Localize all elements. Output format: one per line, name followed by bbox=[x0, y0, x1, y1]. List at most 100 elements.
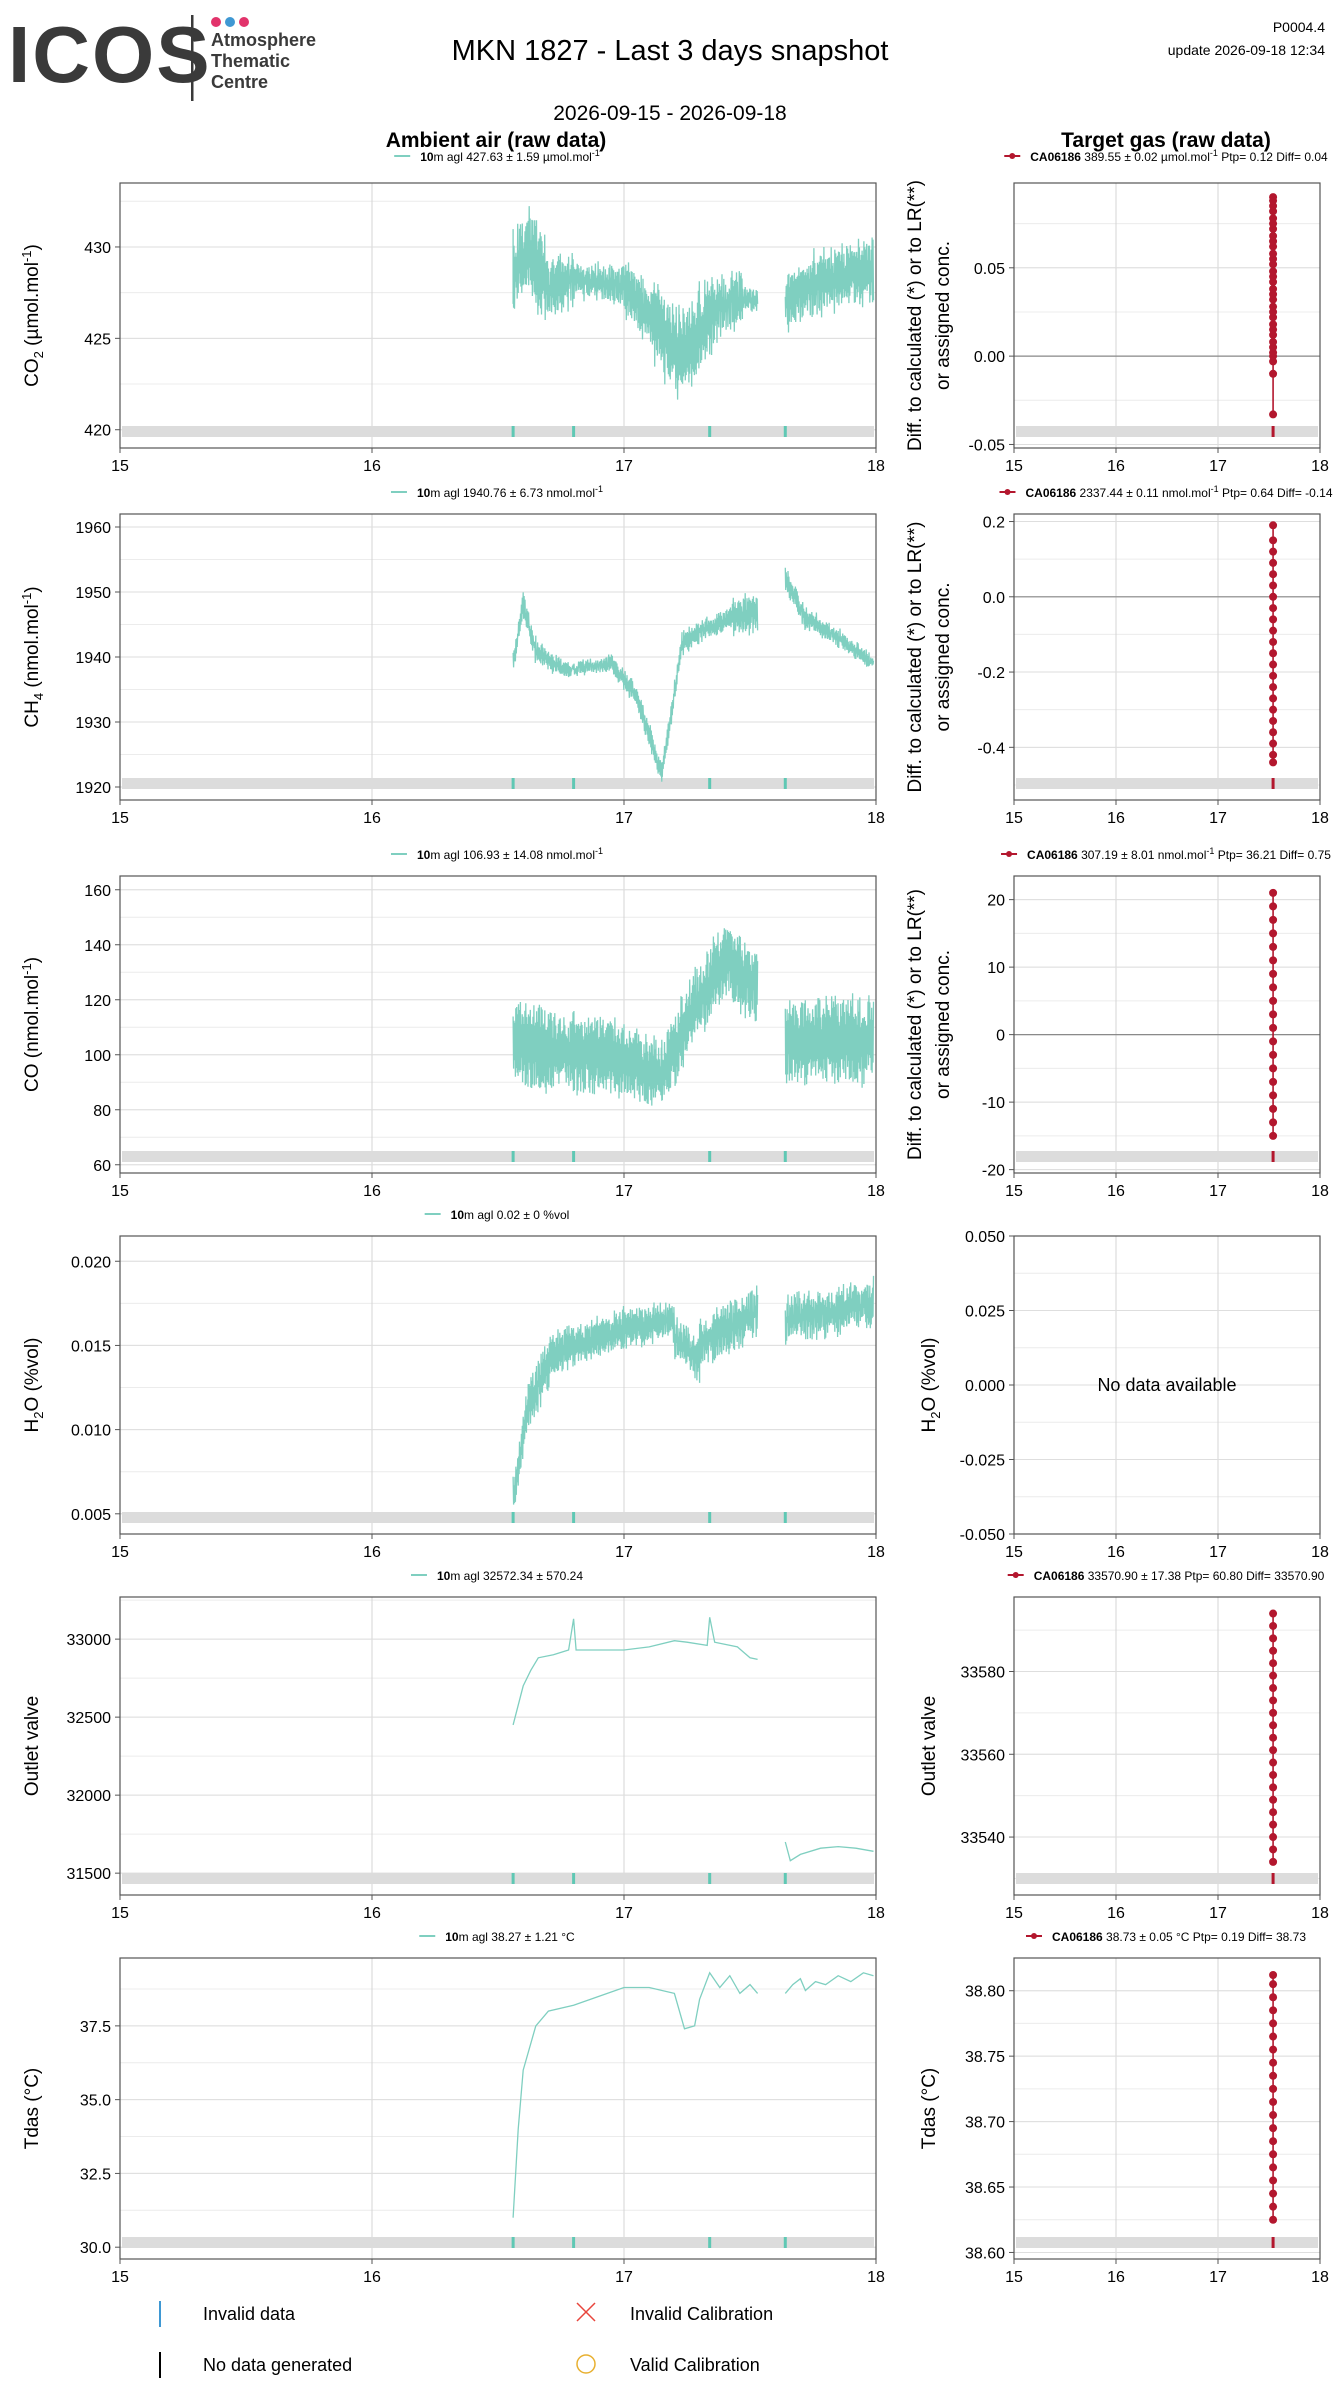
co2-target-point bbox=[1269, 338, 1278, 346]
outlet-target-point bbox=[1269, 1721, 1278, 1730]
y-tick-label: 0.005 bbox=[71, 1507, 111, 1524]
x-tick-label: 18 bbox=[1311, 1183, 1329, 1200]
ch4-target-legend: CA06186 2337.44 ± 0.11 nmol.mol-1 Ptp= 0… bbox=[999, 484, 1333, 500]
y-tick-label: -20 bbox=[982, 1163, 1005, 1180]
tdas-target-point bbox=[1269, 1971, 1278, 1980]
y-tick-label: 430 bbox=[84, 240, 111, 257]
tdas-target-point bbox=[1269, 2019, 1278, 2028]
co2-target-point bbox=[1269, 249, 1278, 258]
co-target-point bbox=[1269, 1131, 1278, 1140]
ch4-target-point bbox=[1269, 705, 1278, 714]
legend-swatch-dot bbox=[1030, 1933, 1037, 1939]
y-tick-label: 32500 bbox=[67, 1710, 112, 1727]
ch4-target-point bbox=[1269, 694, 1278, 703]
tdas-target-point bbox=[1269, 2202, 1278, 2211]
x-tick-label: 15 bbox=[111, 1544, 129, 1561]
y-tick-label: 32.5 bbox=[80, 2166, 111, 2183]
x-tick-label: 15 bbox=[1005, 1544, 1023, 1561]
x-tick-label: 17 bbox=[1209, 458, 1227, 475]
plot-frame bbox=[1013, 875, 1321, 1174]
ch4-target-point bbox=[1269, 637, 1278, 646]
x-tick-label: 15 bbox=[1005, 1905, 1023, 1922]
x-tick-label: 18 bbox=[867, 810, 885, 827]
x-tick-label: 18 bbox=[1311, 1544, 1329, 1561]
tdas-target-legend: CA06186 38.73 ± 0.05 °C Ptp= 0.19 Diff= … bbox=[1025, 1930, 1306, 1944]
x-tick-label: 17 bbox=[1209, 1905, 1227, 1922]
logo-subtitle-3: Centre bbox=[211, 72, 268, 92]
legend-label: CA06186 307.19 ± 8.01 nmol.mol-1 Ptp= 36… bbox=[1027, 846, 1331, 862]
ch4-target-point bbox=[1269, 683, 1278, 692]
x-tick-label: 17 bbox=[1209, 2269, 1227, 2286]
y-tick-label: -0.025 bbox=[960, 1453, 1005, 1470]
y-tick-label: 425 bbox=[84, 331, 111, 348]
ch4-target-point bbox=[1269, 521, 1278, 530]
co-target-point bbox=[1269, 983, 1278, 992]
invalid-data-band bbox=[122, 1873, 874, 1884]
ch4-target-point bbox=[1269, 558, 1278, 567]
co-target-point bbox=[1269, 1091, 1278, 1100]
co2-target-panel: -0.05 0.00 0.05 15 16 17 18 Diff. to calculated… bbox=[905, 148, 1329, 475]
h2o-ambient-series-line bbox=[512, 1275, 875, 1505]
outlet-target-point bbox=[1269, 1783, 1278, 1792]
co-target-point bbox=[1269, 902, 1278, 911]
x-tick-label: 15 bbox=[1005, 810, 1023, 827]
outlet-target-point bbox=[1269, 1659, 1278, 1668]
legend-label: 10m agl 32572.34 ± 570.24 bbox=[437, 1569, 583, 1583]
y-tick-label: 1940 bbox=[75, 650, 111, 667]
ch4-target-point bbox=[1269, 716, 1278, 725]
outlet-ambient-legend: 10m agl 32572.34 ± 570.24 bbox=[410, 1569, 583, 1583]
y-axis-title: Diff. to calculated (*) or to LR(**) bbox=[905, 889, 926, 1160]
y-tick-label: 420 bbox=[84, 423, 111, 440]
outlet-target-point bbox=[1269, 1621, 1278, 1630]
y-tick-label: 1920 bbox=[75, 780, 111, 797]
outlet-target-point bbox=[1269, 1733, 1278, 1742]
legend-label: 10m agl 0.02 ± 0 %vol bbox=[451, 1208, 570, 1222]
y-tick-label: 0.020 bbox=[71, 1254, 111, 1271]
co-target-point bbox=[1269, 929, 1278, 938]
legend-label: CA06186 38.73 ± 0.05 °C Ptp= 0.19 Diff= … bbox=[1052, 1930, 1306, 1944]
legend-label: 10m agl 1940.76 ± 6.73 nmol.mol-1 bbox=[417, 484, 603, 500]
outlet-target-point bbox=[1269, 1684, 1278, 1693]
x-tick-label: 17 bbox=[615, 810, 633, 827]
plot-frame bbox=[1013, 513, 1321, 801]
co-target-point bbox=[1269, 942, 1278, 951]
legend-label: 10m agl 427.63 ± 1.59 µmol.mol-1 bbox=[420, 148, 600, 164]
y-tick-label: 33560 bbox=[961, 1747, 1006, 1764]
invalid-data-band bbox=[122, 1151, 874, 1162]
plot-frame bbox=[119, 182, 877, 449]
outlet-ambient-panel: 31500 32000 32500 33000 15 16 17 18 Outlet valve… bbox=[22, 1569, 885, 1922]
ch4-target-point bbox=[1269, 536, 1278, 545]
outlet-target-legend: CA06186 33570.90 ± 17.38 Ptp= 60.80 Diff… bbox=[1007, 1569, 1325, 1583]
y-tick-label: 33000 bbox=[67, 1632, 112, 1649]
x-tick-label: 18 bbox=[1311, 458, 1329, 475]
x-tick-label: 16 bbox=[363, 1183, 381, 1200]
co-ambient-legend: 10m agl 106.93 ± 14.08 nmol.mol-1 bbox=[390, 846, 603, 862]
x-tick-label: 18 bbox=[867, 1183, 885, 1200]
tdas-target-point bbox=[1269, 2176, 1278, 2185]
legend-label: 10m agl 106.93 ± 14.08 nmol.mol-1 bbox=[417, 846, 603, 862]
y-tick-label: -0.050 bbox=[960, 1527, 1005, 1544]
legend-label: CA06186 33570.90 ± 17.38 Ptp= 60.80 Diff… bbox=[1034, 1569, 1325, 1583]
y-tick-label: -0.2 bbox=[977, 665, 1005, 682]
co-target-point bbox=[1269, 1023, 1278, 1032]
tdas-target-panel: 38.60 38.65 38.70 38.75 38.80 15 16 17 18 Tdas (°… bbox=[919, 1930, 1329, 2286]
y-tick-label: 140 bbox=[84, 938, 111, 955]
x-tick-label: 18 bbox=[867, 1544, 885, 1561]
x-tick-label: 18 bbox=[867, 1905, 885, 1922]
plot-frame bbox=[119, 1957, 877, 2260]
x-tick-label: 18 bbox=[1311, 2269, 1329, 2286]
y-tick-label: 0 bbox=[996, 1028, 1005, 1045]
co-target-point bbox=[1269, 1064, 1278, 1073]
x-tick-label: 16 bbox=[363, 458, 381, 475]
co-target-point bbox=[1269, 1077, 1278, 1086]
co-target-point bbox=[1269, 1050, 1278, 1059]
invalid-data-label: Invalid data bbox=[203, 2304, 296, 2324]
tdas-target-point bbox=[1269, 2124, 1278, 2133]
invalid-data-band bbox=[1016, 1151, 1318, 1162]
outlet-target-point bbox=[1269, 1758, 1278, 1767]
x-tick-label: 16 bbox=[363, 1544, 381, 1561]
y-axis-title: or assigned conc. bbox=[933, 241, 954, 390]
x-tick-label: 17 bbox=[1209, 1183, 1227, 1200]
ch4-target-point bbox=[1269, 750, 1278, 759]
